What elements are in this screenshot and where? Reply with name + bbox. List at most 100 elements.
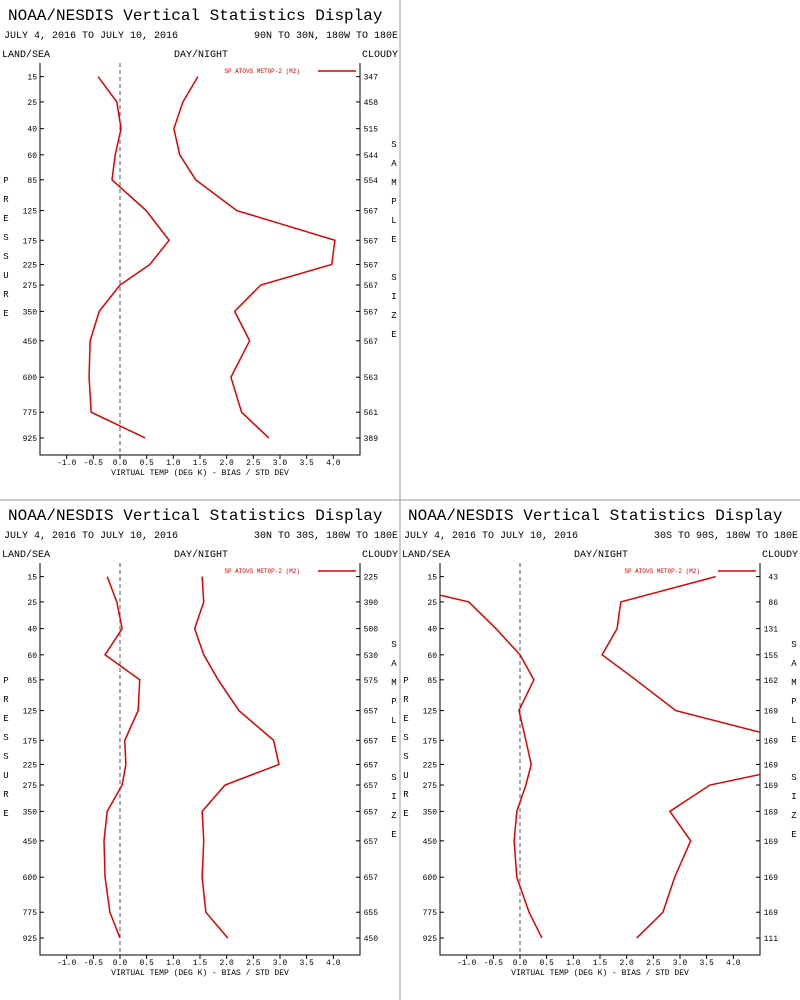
- x-tick-label: 1.5: [193, 959, 208, 968]
- y-tick-label: 225: [423, 761, 438, 770]
- y-tick-label: 925: [423, 935, 438, 944]
- sample-size: 169: [764, 909, 779, 918]
- y-tick-label: 15: [427, 574, 437, 583]
- y-tick-label: 450: [423, 838, 438, 847]
- x-tick-label: 2.5: [246, 959, 261, 968]
- data-line: [601, 575, 760, 939]
- y-tick-label: 600: [423, 874, 438, 883]
- sample-size: 169: [764, 708, 779, 717]
- legend-label: SP ATOVS METOP-2 (M2): [624, 568, 700, 575]
- y-tick-label: 60: [27, 652, 37, 661]
- x-tick-label: 2.0: [219, 459, 234, 468]
- data-line: [173, 76, 336, 439]
- axis-frame: [39, 63, 361, 456]
- y-axis-label: PRESSURE: [1, 176, 11, 328]
- sample-size: 655: [364, 909, 379, 918]
- y-tick-label: 125: [423, 708, 438, 717]
- x-tick-label: 1.0: [166, 459, 181, 468]
- x-tick-label: 0.0: [113, 459, 128, 468]
- x-axis-label: VIRTUAL TEMP (DEG K) - BIAS / STD DEV: [111, 969, 289, 978]
- region: 30S TO 90S, 180W TO 180E: [654, 531, 798, 542]
- date-range: JULY 4, 2016 TO JULY 10, 2016: [4, 31, 178, 42]
- sample-size: 567: [364, 261, 379, 270]
- y-tick-label: 15: [27, 74, 37, 83]
- sample-size: 389: [364, 435, 379, 444]
- x-tick-label: 0.5: [139, 459, 154, 468]
- x-tick-label: 1.0: [166, 959, 181, 968]
- sample-size: 657: [364, 708, 379, 717]
- sample-size: 567: [364, 282, 379, 291]
- y-tick-label: 450: [23, 838, 38, 847]
- y-axis-label: PRESSURE: [1, 676, 11, 828]
- x-tick-label: 0.0: [513, 959, 528, 968]
- sample-size: 458: [364, 99, 379, 108]
- y-tick-label: 175: [423, 737, 438, 746]
- sample-size: 225: [364, 574, 379, 583]
- x-tick-label: 2.5: [246, 459, 261, 468]
- data-line: [440, 594, 543, 939]
- y-tick-label: 125: [23, 208, 38, 217]
- sample-size: 347: [364, 74, 379, 83]
- y-tick-label: 275: [23, 282, 38, 291]
- x-tick-label: 0.0: [113, 959, 128, 968]
- y-tick-label: 60: [427, 652, 437, 661]
- y-tick-label: 25: [427, 599, 437, 608]
- sample-size: 111: [764, 935, 779, 944]
- day-night-label: DAY/NIGHT: [174, 49, 228, 61]
- region: 30N TO 30S, 180W TO 180E: [254, 531, 398, 542]
- land-sea-label: LAND/SEA: [402, 549, 450, 561]
- x-tick-label: -0.5: [484, 959, 503, 968]
- plot-area: [103, 576, 280, 939]
- sample-size: 567: [364, 338, 379, 347]
- plot-area: [440, 575, 760, 939]
- x-tick-label: -1.0: [457, 959, 476, 968]
- data-line: [193, 576, 280, 939]
- legend-label: SP ATOVS METOP-2 (M2): [224, 568, 300, 575]
- x-tick-label: 3.5: [299, 459, 314, 468]
- y-tick-label: 175: [23, 737, 38, 746]
- x-tick-label: 2.0: [219, 959, 234, 968]
- y-tick-label: 925: [23, 935, 38, 944]
- panel: NOAA/NESDIS Vertical Statistics Display J…: [401, 507, 799, 978]
- x-tick-label: -0.5: [84, 959, 103, 968]
- y-tick-label: 60: [27, 152, 37, 161]
- sample-size: 450: [364, 935, 379, 944]
- sample-size: 390: [364, 599, 379, 608]
- x-tick-label: 4.0: [326, 459, 341, 468]
- x-tick-label: 4.0: [726, 959, 741, 968]
- y-axis-label: PRESSURE: [401, 676, 411, 828]
- y-tick-label: 350: [23, 308, 38, 317]
- chart-title: NOAA/NESDIS Vertical Statistics Display: [8, 7, 383, 25]
- y-tick-label: 125: [23, 708, 38, 717]
- sample-size: 86: [768, 599, 778, 608]
- day-night-label: DAY/NIGHT: [574, 549, 628, 561]
- sample-size: 657: [364, 782, 379, 791]
- y-tick-label: 25: [27, 599, 37, 608]
- sample-size: 657: [364, 761, 379, 770]
- land-sea-label: LAND/SEA: [2, 49, 50, 61]
- x-tick-label: 2.0: [619, 959, 634, 968]
- y-tick-label: 600: [23, 374, 38, 383]
- y-tick-label: 225: [23, 261, 38, 270]
- x-tick-label: 0.5: [539, 959, 554, 968]
- y-tick-label: 600: [23, 874, 38, 883]
- y-tick-label: 925: [23, 435, 38, 444]
- cloudy-label: CLOUDY: [362, 50, 398, 61]
- y2-axis-label: SAMPLE SIZE: [389, 140, 399, 349]
- x-tick-label: 4.0: [326, 959, 341, 968]
- sample-size: 544: [364, 152, 379, 161]
- axis-frame: [39, 563, 361, 956]
- x-tick-label: 2.5: [646, 959, 661, 968]
- y-tick-label: 275: [423, 782, 438, 791]
- y2-axis-label: SAMPLE SIZE: [789, 640, 799, 849]
- y-tick-label: 275: [23, 782, 38, 791]
- data-line: [103, 576, 141, 939]
- legend-label: SP ATOVS METOP-2 (M2): [224, 68, 300, 75]
- x-tick-label: 3.0: [273, 459, 288, 468]
- cloudy-label: CLOUDY: [762, 550, 798, 561]
- sample-size: 657: [364, 874, 379, 883]
- sample-size: 169: [764, 782, 779, 791]
- sample-size: 131: [764, 626, 779, 635]
- y-tick-label: 15: [27, 574, 37, 583]
